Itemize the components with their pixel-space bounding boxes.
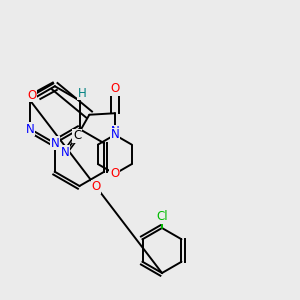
Text: O: O [110, 82, 119, 95]
Text: O: O [92, 180, 101, 193]
Text: N: N [110, 128, 119, 141]
Text: N: N [110, 125, 119, 138]
Text: H: H [78, 86, 87, 100]
Text: O: O [110, 167, 119, 180]
Text: N: N [50, 137, 59, 150]
Text: N: N [61, 146, 70, 159]
Text: N: N [26, 122, 34, 136]
Text: O: O [27, 89, 36, 102]
Text: C: C [73, 129, 81, 142]
Text: Cl: Cl [156, 210, 168, 223]
